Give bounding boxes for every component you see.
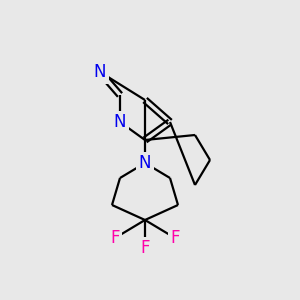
Text: F: F <box>170 229 180 247</box>
Text: N: N <box>114 113 126 131</box>
Text: F: F <box>110 229 120 247</box>
Text: N: N <box>94 63 106 81</box>
Text: F: F <box>140 239 150 257</box>
Text: N: N <box>139 154 151 172</box>
